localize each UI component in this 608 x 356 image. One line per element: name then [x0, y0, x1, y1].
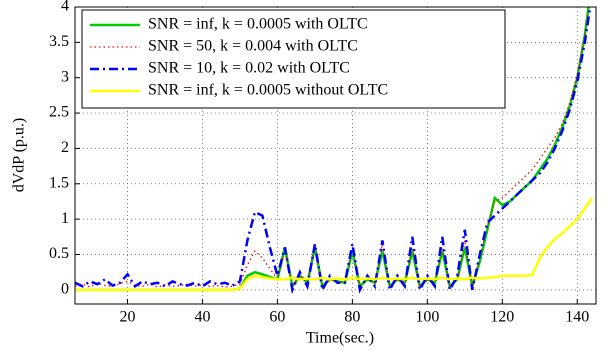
- y-tick-label: 2.5: [49, 104, 69, 121]
- y-tick-label: 4: [61, 0, 69, 15]
- x-axis-label: Time(sec.): [306, 330, 374, 347]
- legend-label: SNR = 50, k = 0.004 with OLTC: [148, 38, 358, 55]
- legend-label: SNR = inf, k = 0.0005 without OLTC: [148, 82, 388, 99]
- y-axis-label: dVdP (p.u.): [11, 118, 28, 193]
- x-tick-label: 120: [490, 309, 514, 326]
- y-tick-label: 3.5: [49, 33, 69, 50]
- y-tick-label: 0: [61, 281, 69, 298]
- x-tick-label: 100: [415, 309, 439, 326]
- legend-label: SNR = inf, k = 0.0005 with OLTC: [148, 16, 368, 33]
- y-tick-label: 1.5: [49, 174, 69, 191]
- plot-lines: [75, 7, 594, 295]
- x-tick-label: 140: [565, 309, 589, 326]
- legend-box: [81, 9, 506, 109]
- legend-label: SNR = 10, k = 0.02 with OLTC: [148, 60, 350, 77]
- y-tick-label: 3: [61, 68, 69, 85]
- data-line: [75, 197, 594, 292]
- x-tick-label: 80: [344, 309, 360, 326]
- y-tick-label: 2: [61, 139, 69, 156]
- y-tick-label: 0.5: [49, 245, 69, 262]
- x-tick-label: 20: [119, 309, 135, 326]
- x-tick-label: 40: [194, 309, 210, 326]
- y-tick-label: 1: [61, 210, 69, 227]
- axes-frame: [74, 6, 597, 305]
- data-line: [75, 7, 590, 288]
- x-tick-label: 60: [269, 309, 285, 326]
